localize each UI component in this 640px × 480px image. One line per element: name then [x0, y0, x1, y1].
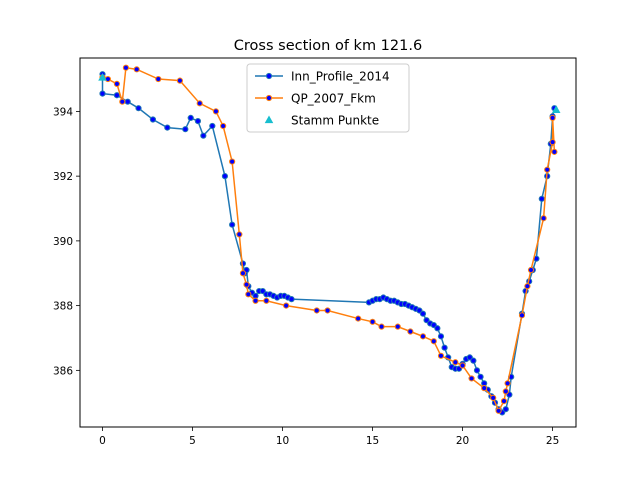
y-tick-label: 390 — [53, 236, 73, 248]
data-point — [239, 270, 247, 277]
data-point — [473, 367, 481, 374]
chart-title: Cross section of km 121.6 — [234, 38, 422, 54]
x-tick-label: 15 — [366, 435, 379, 447]
data-point — [283, 302, 290, 309]
data-point — [122, 64, 130, 71]
data-point — [313, 307, 320, 314]
data-point — [119, 98, 126, 105]
data-point — [468, 375, 475, 382]
x-tick-label: 20 — [456, 435, 469, 447]
data-point — [419, 333, 427, 340]
data-point — [355, 315, 362, 322]
series-line — [102, 66, 556, 413]
data-point — [229, 221, 236, 228]
data-point — [124, 98, 131, 105]
legend-marker-swatch — [264, 115, 274, 124]
data-point — [502, 406, 509, 413]
data-point — [527, 266, 535, 274]
data-point — [502, 388, 509, 395]
legend-label: Stamm Punkte — [291, 114, 379, 128]
data-point — [99, 90, 106, 97]
data-point — [113, 92, 121, 99]
data-point — [504, 380, 511, 387]
data-point — [470, 357, 477, 364]
data-point — [243, 281, 250, 288]
y-tick-label: 386 — [53, 365, 73, 377]
data-point — [407, 328, 414, 335]
data-point — [544, 166, 551, 173]
data-point — [378, 323, 385, 330]
data-point — [324, 307, 331, 314]
data-point-triangle — [551, 105, 561, 113]
x-tick-label: 0 — [99, 435, 106, 447]
data-point — [524, 283, 531, 290]
series-layer — [98, 64, 561, 416]
data-point — [187, 114, 194, 121]
data-point — [369, 318, 376, 325]
data-point — [209, 122, 216, 130]
data-point — [221, 173, 229, 180]
data-point — [200, 132, 207, 139]
data-point — [551, 148, 558, 155]
data-point — [149, 116, 157, 123]
y-tick-label: 392 — [53, 171, 73, 183]
plot-frame — [79, 57, 577, 428]
data-point — [252, 297, 259, 304]
data-point — [164, 124, 171, 131]
x-tick-label: 5 — [189, 435, 196, 447]
data-point — [196, 100, 203, 107]
series-stamm-punkte — [98, 72, 561, 113]
data-point — [430, 338, 437, 345]
legend-label: Inn_Profile_2014 — [291, 70, 390, 84]
data-point — [288, 296, 295, 303]
data-point — [176, 77, 184, 84]
data-point — [434, 325, 441, 332]
x-tick-label: 10 — [276, 435, 289, 447]
data-point — [419, 310, 427, 317]
data-point — [490, 394, 497, 401]
data-point — [263, 297, 270, 304]
data-point — [538, 195, 545, 202]
legend-box — [246, 63, 410, 133]
data-point — [459, 362, 466, 369]
data-point — [441, 344, 448, 351]
data-point — [104, 75, 112, 83]
data-point — [212, 108, 220, 115]
data-point — [452, 359, 459, 366]
x-tick-label: 25 — [546, 435, 559, 447]
data-point — [182, 126, 189, 133]
y-axis: 386 388 390 392 394 — [53, 106, 80, 377]
data-point — [236, 231, 243, 238]
legend-marker-swatch — [265, 94, 273, 102]
data-point — [394, 323, 401, 330]
data-point — [549, 139, 556, 146]
data-point — [220, 122, 227, 130]
legend-label: QP_2007_Fkm — [291, 92, 376, 106]
data-point — [113, 80, 121, 87]
x-axis: 0 5 10 15 20 25 — [99, 427, 559, 447]
data-point — [518, 312, 526, 319]
data-point — [540, 215, 547, 222]
legend-marker-swatch — [265, 72, 273, 80]
data-point — [437, 352, 445, 359]
data-point — [500, 398, 508, 405]
data-point — [155, 75, 162, 83]
data-point-triangle — [98, 72, 107, 81]
data-point — [481, 385, 488, 392]
data-point — [495, 407, 502, 414]
data-point — [437, 333, 445, 340]
data-point — [229, 158, 236, 165]
y-tick-label: 388 — [53, 301, 73, 313]
legend: Inn_Profile_2014 QP_2007_Fkm Stamm Punkte — [246, 63, 410, 133]
data-point — [194, 118, 202, 125]
data-point — [477, 373, 484, 380]
data-point — [245, 291, 252, 298]
data-point — [549, 114, 556, 121]
y-tick-label: 394 — [53, 106, 73, 118]
data-point — [135, 105, 142, 112]
data-point — [133, 66, 140, 73]
